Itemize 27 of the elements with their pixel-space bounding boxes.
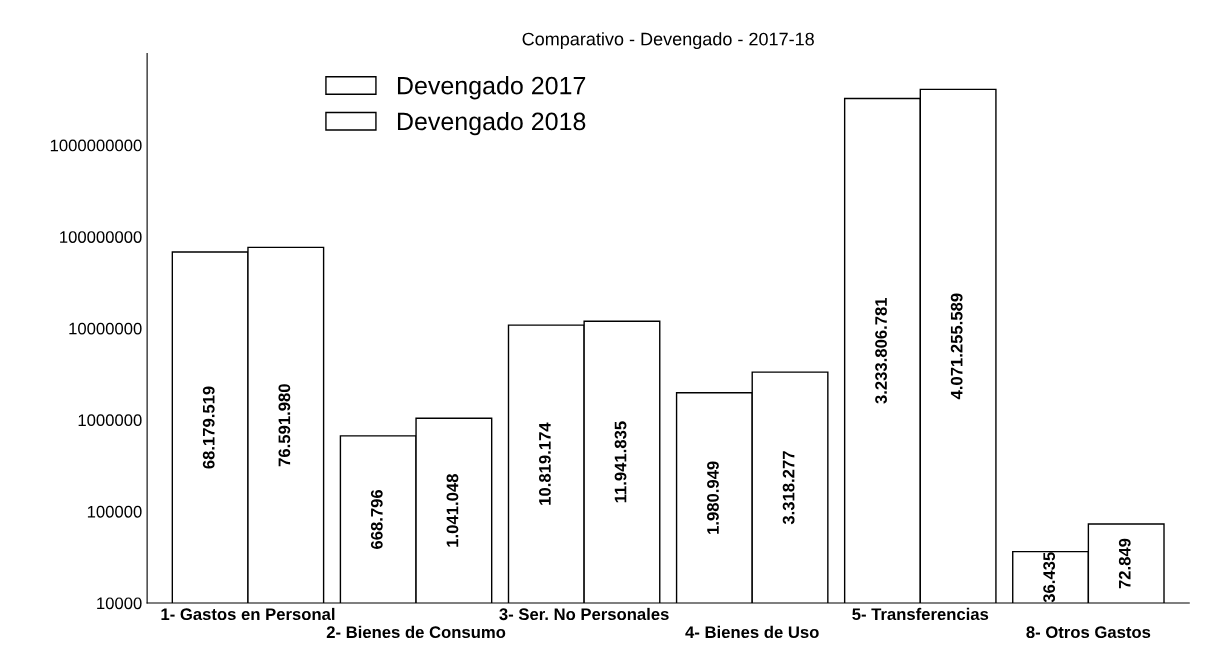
data-label: 76.591.980	[278, 384, 291, 467]
data-label: 36.435	[1043, 552, 1056, 603]
data-label: 68.179.519	[202, 386, 215, 469]
x-tick-label: 1- Gastos en Personal	[161, 607, 335, 621]
data-label: 11.941.835	[614, 421, 627, 503]
y-tick-label: 100000	[87, 505, 142, 518]
y-tick-label: 1000000000	[50, 139, 142, 152]
x-tick-label: 5- Transferencias	[852, 607, 989, 621]
x-tick-label: 3- Ser. No Personales	[499, 607, 669, 621]
x-tick-label: 8- Otros Gastos	[1026, 626, 1151, 639]
x-tick-label: 2- Bienes de Consumo	[326, 625, 506, 639]
y-tick-label: 10000	[97, 597, 142, 610]
data-label: 72.849	[1118, 538, 1131, 589]
data-label: 1.980.949	[707, 461, 719, 534]
data-label: 3.318.277	[782, 451, 795, 525]
data-label: 4.071.255.589	[950, 293, 963, 400]
chart-title: Comparativo - Devengado - 2017-18	[522, 32, 814, 50]
data-label: 668.796	[370, 489, 383, 549]
x-tick-label: 4- Bienes de Uso	[685, 625, 819, 639]
y-tick-label: 10000000	[69, 322, 142, 335]
data-label: 1.041.048	[446, 474, 459, 547]
legend-label: Devengado 2018	[397, 111, 586, 136]
data-label: 3.233.806.781	[875, 297, 887, 404]
data-label: 10.819.174	[538, 422, 551, 505]
y-tick-label: 100000000	[60, 231, 142, 243]
legend-label: Devengado 2017	[397, 76, 586, 100]
y-tick-label: 1000000	[78, 414, 142, 427]
